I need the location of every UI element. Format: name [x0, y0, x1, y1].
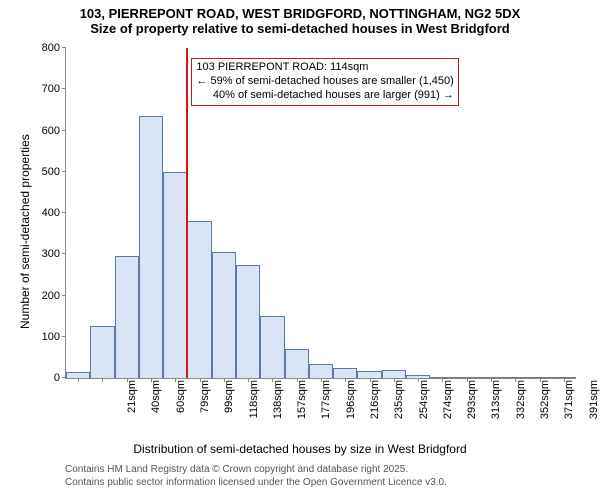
y-tick-mark: [62, 47, 66, 48]
x-tick-mark: [467, 378, 468, 382]
x-tick-mark: [540, 378, 541, 382]
x-tick-label: 371sqm: [563, 380, 575, 430]
annotation-box: 103 PIERREPONT ROAD: 114sqm← 59% of semi…: [191, 58, 458, 105]
y-tick-mark: [62, 130, 66, 131]
annotation-line: 40% of semi-detached houses are larger (…: [196, 89, 453, 103]
x-tick-mark: [345, 378, 346, 382]
y-tick-label: 400: [42, 207, 60, 219]
x-tick-mark: [418, 378, 419, 382]
x-tick-label: 235sqm: [393, 380, 405, 430]
histogram-bar: [260, 316, 284, 378]
y-tick-mark: [62, 336, 66, 337]
x-tick-mark: [515, 378, 516, 382]
x-tick-label: 177sqm: [320, 380, 332, 430]
chart-title-line1: 103, PIERREPONT ROAD, WEST BRIDGFORD, NO…: [0, 0, 600, 21]
x-tick-label: 196sqm: [345, 380, 357, 430]
x-tick-mark: [394, 378, 395, 382]
x-tick-mark: [102, 378, 103, 382]
histogram-bar: [90, 326, 114, 378]
x-tick-mark: [151, 378, 152, 382]
x-tick-mark: [78, 378, 79, 382]
y-tick-label: 600: [42, 125, 60, 137]
x-tick-mark: [564, 378, 565, 382]
x-tick-label: 60sqm: [175, 380, 187, 430]
x-tick-mark: [224, 378, 225, 382]
x-tick-label: 216sqm: [369, 380, 381, 430]
x-tick-label: 391sqm: [588, 380, 600, 430]
x-tick-label: 293sqm: [466, 380, 478, 430]
annotation-line: ← 59% of semi-detached houses are smalle…: [196, 75, 453, 89]
y-tick-label: 200: [42, 290, 60, 302]
histogram-bar: [382, 370, 406, 378]
x-tick-label: 274sqm: [442, 380, 454, 430]
x-tick-mark: [321, 378, 322, 382]
x-tick-mark: [491, 378, 492, 382]
chart-title-line2: Size of property relative to semi-detach…: [0, 21, 600, 36]
x-tick-label: 79sqm: [199, 380, 211, 430]
histogram-bar: [333, 368, 357, 378]
x-tick-mark: [127, 378, 128, 382]
y-tick-mark: [62, 253, 66, 254]
x-tick-mark: [200, 378, 201, 382]
y-tick-label: 0: [54, 372, 60, 384]
histogram-bar: [187, 221, 211, 378]
x-tick-label: 99sqm: [223, 380, 235, 430]
x-tick-label: 138sqm: [272, 380, 284, 430]
y-tick-label: 100: [42, 331, 60, 343]
x-tick-label: 254sqm: [418, 380, 430, 430]
histogram-bar: [212, 252, 236, 378]
histogram-bar: [309, 364, 333, 378]
histogram-bar: [285, 349, 309, 378]
histogram-bar: [115, 256, 139, 378]
y-tick-label: 800: [42, 42, 60, 54]
annotation-line: 103 PIERREPONT ROAD: 114sqm: [196, 61, 453, 75]
x-tick-label: 118sqm: [248, 380, 260, 430]
plot-area: 010020030040050060070080021sqm40sqm60sqm…: [65, 48, 576, 379]
histogram-bar: [139, 116, 163, 378]
histogram-bar: [357, 371, 381, 378]
x-tick-label: 313sqm: [490, 380, 502, 430]
x-tick-label: 332sqm: [515, 380, 527, 430]
x-tick-mark: [442, 378, 443, 382]
x-tick-mark: [272, 378, 273, 382]
x-tick-mark: [248, 378, 249, 382]
x-tick-label: 352sqm: [539, 380, 551, 430]
y-tick-mark: [62, 295, 66, 296]
x-tick-label: 40sqm: [150, 380, 162, 430]
y-tick-mark: [62, 88, 66, 89]
x-tick-mark: [175, 378, 176, 382]
x-tick-mark: [370, 378, 371, 382]
footer-line2: Contains public sector information licen…: [65, 477, 447, 490]
highlight-line: [186, 48, 188, 378]
y-axis-label: Number of semi-detached properties: [18, 134, 32, 329]
x-tick-label: 157sqm: [296, 380, 308, 430]
x-axis-label: Distribution of semi-detached houses by …: [0, 442, 600, 456]
footer-line1: Contains HM Land Registry data © Crown c…: [65, 464, 447, 477]
x-tick-mark: [297, 378, 298, 382]
y-tick-label: 500: [42, 166, 60, 178]
y-tick-mark: [62, 212, 66, 213]
footer-attribution: Contains HM Land Registry data © Crown c…: [65, 464, 447, 489]
histogram-bar: [236, 265, 260, 378]
y-tick-label: 700: [42, 83, 60, 95]
y-tick-label: 300: [42, 248, 60, 260]
histogram-bar: [163, 172, 187, 378]
y-tick-mark: [62, 171, 66, 172]
x-tick-label: 21sqm: [126, 380, 138, 430]
